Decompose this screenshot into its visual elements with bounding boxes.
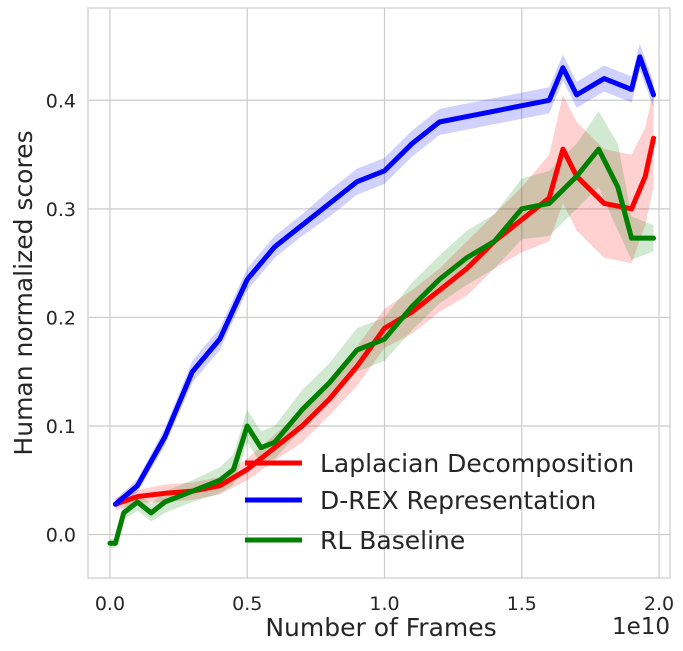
grid: [88, 8, 670, 578]
x-axis-label: Number of Frames: [265, 613, 496, 642]
band-series-1: [115, 43, 654, 509]
x-axis-ticks: 0.0 0.5 1.0 1.5 2.0: [95, 593, 674, 615]
legend-label-0: Laplacian Decomposition: [320, 449, 634, 478]
line-series-0: [112, 135, 657, 507]
x-tick-label: 2.0: [644, 593, 674, 615]
legend: Laplacian Decomposition D-REX Representat…: [245, 449, 634, 555]
series-lines: [107, 54, 657, 546]
legend-label-2: RL Baseline: [320, 526, 465, 555]
y-tick-label: 0.1: [46, 416, 76, 438]
x-axis-offset-label: 1e10: [612, 614, 670, 640]
y-tick-label: 0.4: [46, 90, 76, 112]
y-tick-label: 0.0: [46, 525, 76, 547]
line-series-1: [112, 54, 657, 507]
plot-frame: [87, 7, 671, 579]
y-tick-label: 0.2: [46, 307, 76, 329]
legend-label-1: D-REX Representation: [320, 486, 596, 515]
line-series-2: [107, 146, 657, 546]
y-tick-label: 0.3: [46, 199, 76, 221]
y-axis-label: Human normalized scores: [9, 130, 38, 455]
x-tick-label: 0.0: [95, 593, 125, 615]
x-tick-label: 1.5: [507, 593, 537, 615]
y-axis-ticks: 0.0 0.1 0.2 0.3 0.4: [46, 90, 76, 546]
band-series-0: [115, 89, 654, 511]
x-tick-label: 1.0: [369, 593, 399, 615]
x-tick-label: 0.5: [232, 593, 262, 615]
